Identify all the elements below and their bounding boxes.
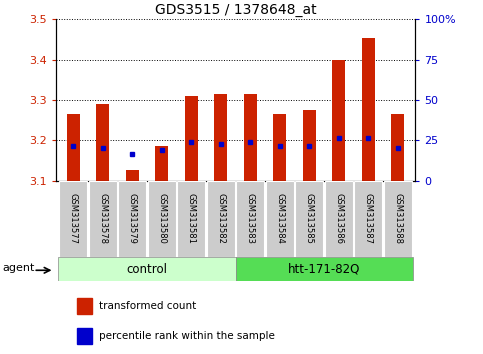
Text: GSM313586: GSM313586 (334, 193, 343, 244)
Bar (77, 327, 92, 344)
Text: GSM313588: GSM313588 (393, 193, 402, 244)
Bar (266, 181, 294, 257)
Bar (236, 181, 264, 257)
Text: GSM313578: GSM313578 (98, 193, 107, 244)
Bar (207, 181, 235, 257)
Text: GSM313585: GSM313585 (305, 193, 313, 244)
Text: control: control (127, 263, 168, 275)
Bar (59, 181, 87, 257)
Text: GSM313583: GSM313583 (246, 193, 255, 244)
Bar (118, 181, 146, 257)
Text: GSM313582: GSM313582 (216, 193, 225, 244)
Bar (214, 94, 227, 181)
Bar (391, 114, 404, 181)
Bar (362, 38, 375, 181)
Bar (302, 110, 316, 181)
Bar (185, 96, 198, 181)
Text: transformed count: transformed count (99, 301, 196, 311)
Bar (295, 181, 323, 257)
Bar (243, 94, 257, 181)
Bar (354, 181, 383, 257)
Bar (273, 114, 286, 181)
Bar (148, 181, 176, 257)
Bar (177, 181, 205, 257)
Bar (88, 181, 117, 257)
Bar (325, 181, 353, 257)
Text: GSM313581: GSM313581 (187, 193, 196, 244)
Bar (384, 181, 412, 257)
Text: GSM313579: GSM313579 (128, 193, 137, 244)
Bar (77, 297, 92, 314)
Bar (126, 171, 139, 181)
Text: percentile rank within the sample: percentile rank within the sample (99, 331, 275, 341)
Bar (155, 146, 169, 181)
Text: agent: agent (3, 263, 35, 273)
Bar (236, 257, 413, 281)
Text: GSM313584: GSM313584 (275, 193, 284, 244)
Text: GSM313577: GSM313577 (69, 193, 78, 244)
Text: htt-171-82Q: htt-171-82Q (288, 263, 361, 275)
Bar (332, 60, 345, 181)
Text: GSM313587: GSM313587 (364, 193, 373, 244)
Bar (96, 104, 109, 181)
Text: GSM313580: GSM313580 (157, 193, 166, 244)
Bar (58, 257, 236, 281)
Title: GDS3515 / 1378648_at: GDS3515 / 1378648_at (155, 3, 316, 17)
Bar (67, 114, 80, 181)
